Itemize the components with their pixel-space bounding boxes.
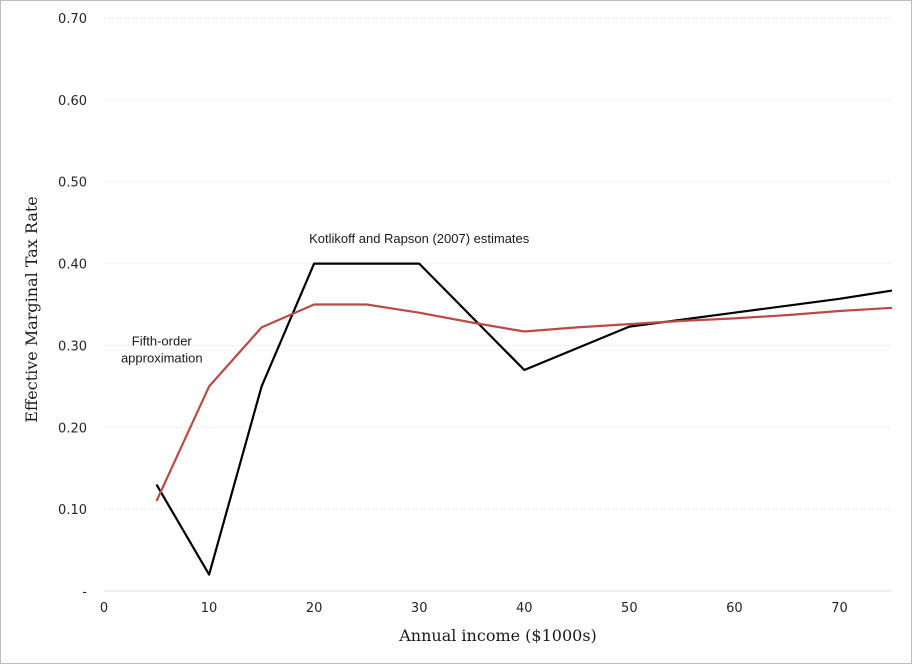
y-tick-label: 0.50 bbox=[58, 176, 87, 191]
x-tick-label: 40 bbox=[516, 601, 533, 616]
annotation-text: approximation bbox=[121, 350, 203, 365]
series-lines bbox=[155, 262, 893, 576]
x-tick-label: 0 bbox=[100, 601, 108, 616]
series-line-0 bbox=[155, 262, 893, 576]
y-tick-label: - bbox=[82, 585, 87, 600]
x-tick-label: 20 bbox=[306, 601, 323, 616]
x-tick-label: 50 bbox=[621, 601, 638, 616]
y-tick-label: 0.20 bbox=[58, 421, 87, 436]
annotations: Kotlikoff and Rapson (2007) estimates Fif… bbox=[121, 231, 530, 365]
x-tick-label: 60 bbox=[726, 601, 743, 616]
y-tick-label: 0.60 bbox=[58, 94, 87, 109]
tick-labels: - 0.10 0.20 0.30 0.40 0.50 0.60 0.70 0 10 20 30 40 50… bbox=[58, 12, 848, 616]
y-tick-label: 0.40 bbox=[58, 258, 87, 273]
series-line-1 bbox=[155, 303, 893, 502]
annotation-text: Kotlikoff and Rapson (2007) estimates bbox=[309, 231, 530, 246]
y-tick-label: 0.30 bbox=[58, 339, 87, 354]
annotation-text: Fifth-order bbox=[132, 333, 193, 348]
x-tick-label: 30 bbox=[411, 601, 428, 616]
gridlines bbox=[104, 17, 892, 510]
x-axis-title: Annual income ($1000s) bbox=[398, 626, 597, 645]
y-tick-label: 0.10 bbox=[58, 503, 87, 518]
y-tick-label: 0.70 bbox=[58, 12, 87, 27]
x-tick-label: 70 bbox=[831, 601, 848, 616]
x-tick-label: 10 bbox=[201, 601, 218, 616]
y-axis-title: Effective Marginal Tax Rate bbox=[22, 196, 41, 423]
